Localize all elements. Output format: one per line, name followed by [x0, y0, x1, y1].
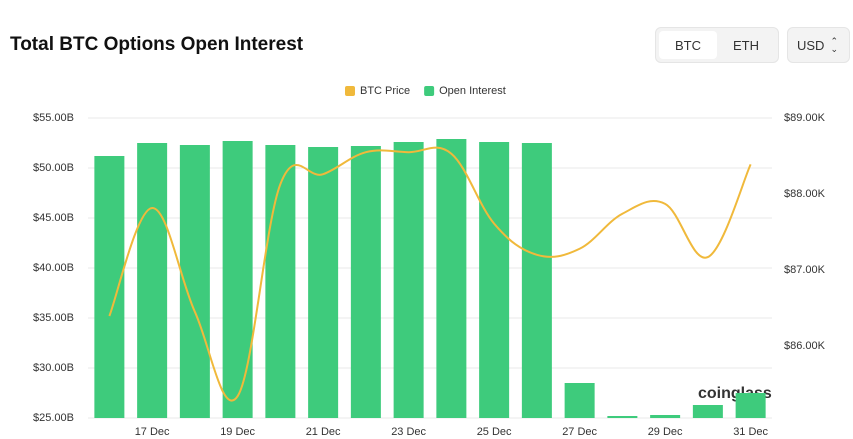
- bar: [393, 142, 424, 418]
- y-tick-label: $25.00B: [33, 412, 74, 424]
- x-tick-label: 27 Dec: [562, 426, 597, 438]
- legend-swatch: [345, 86, 355, 96]
- legend-label: BTC Price: [360, 85, 410, 97]
- coin-tabs: BTC ETH: [655, 27, 779, 63]
- title: Total BTC Options Open Interest: [10, 34, 304, 55]
- tab[interactable]: BTC: [659, 31, 717, 59]
- x-tick-label: 31 Dec: [733, 426, 768, 438]
- bar: [479, 142, 510, 418]
- price-line: [108, 146, 752, 402]
- y2-tick-label: $89.00K: [784, 112, 826, 124]
- arrow: ⌃ ⌄: [830, 36, 838, 54]
- bar: [521, 143, 552, 418]
- y2-tick-label: $88.00K: [784, 188, 826, 200]
- bar: [692, 405, 723, 418]
- y-tick-label: $50.00B: [33, 162, 74, 174]
- bar: [308, 147, 339, 418]
- bar: [564, 383, 595, 418]
- bar: [222, 141, 253, 418]
- bar: [350, 146, 381, 418]
- x-tick-label: 17 Dec: [135, 426, 170, 438]
- x-tick-label: 21 Dec: [306, 426, 341, 438]
- legend-label: Open Interest: [439, 85, 506, 97]
- bar: [94, 156, 125, 418]
- bar: [650, 415, 681, 418]
- y-tick-label: $30.00B: [33, 362, 74, 374]
- legend-swatch: [424, 86, 435, 96]
- x-tick-label: 23 Dec: [391, 426, 426, 438]
- bar: [436, 139, 467, 418]
- currency-select[interactable]: USD ⌃ ⌄: [787, 27, 850, 63]
- bar: [607, 416, 638, 418]
- x-tick-label: 25 Dec: [477, 426, 512, 438]
- currency: USD: [797, 37, 825, 53]
- y-tick-label: $40.00B: [33, 262, 74, 274]
- bar: [137, 143, 168, 418]
- y2-tick-label: $86.00K: [784, 340, 826, 352]
- y2-tick-label: $87.00K: [784, 264, 826, 276]
- tab[interactable]: ETH: [733, 37, 759, 53]
- x-tick-label: 19 Dec: [220, 426, 255, 438]
- x-tick-label: 29 Dec: [648, 426, 683, 438]
- bar: [735, 393, 766, 418]
- y-tick-label: $55.00B: [33, 112, 74, 124]
- y-tick-label: $45.00B: [33, 212, 74, 224]
- bar: [265, 145, 296, 418]
- y-tick-label: $35.00B: [33, 312, 74, 324]
